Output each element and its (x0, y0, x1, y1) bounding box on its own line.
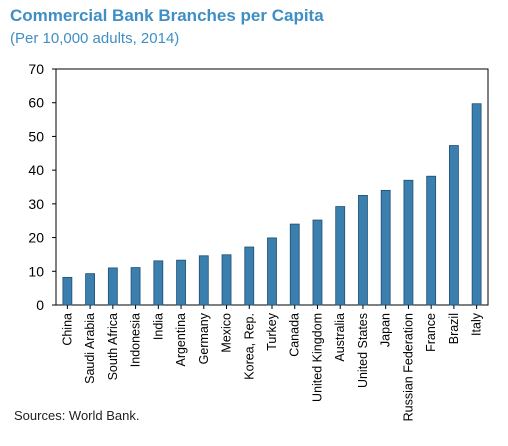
x-category-label: South Africa (106, 313, 120, 380)
x-category-label: United Kingdom (310, 313, 324, 402)
bar-united-kingdom (312, 219, 323, 306)
x-category-label: Turkey (265, 312, 279, 350)
y-tick-label: 50 (28, 128, 44, 144)
bar-south-africa (107, 267, 118, 306)
y-axis: 0 10 20 30 40 50 60 70 (28, 61, 56, 313)
bar-saudi-arabia (85, 273, 96, 306)
bar-russian-federation (403, 179, 414, 306)
y-tick-label: 10 (28, 263, 44, 279)
bar-brazil (448, 145, 459, 306)
x-category-label: Korea, Rep. (242, 313, 256, 380)
bar-australia (335, 206, 346, 306)
y-tick-label: 20 (28, 230, 44, 246)
bar-china (62, 276, 73, 306)
bar-indonesia (130, 267, 141, 306)
bar-mexico (221, 254, 232, 306)
bar-germany (198, 255, 209, 306)
y-tick-label: 40 (28, 162, 44, 178)
bar-india (153, 260, 164, 306)
bar-japan (380, 189, 391, 306)
chart-subtitle: (Per 10,000 adults, 2014) (10, 30, 180, 47)
y-tick-label: 70 (28, 61, 44, 77)
x-category-label: Canada (288, 313, 302, 357)
x-category-label: Mexico (220, 313, 234, 353)
bar-korea-rep (244, 246, 255, 306)
x-category-label: France (424, 313, 438, 352)
x-category-label: Saudi Arabia (83, 313, 97, 384)
x-category-label: Italy (470, 312, 484, 336)
x-category-label: Australia (333, 313, 347, 362)
x-category-label: Argentina (174, 313, 188, 367)
y-tick-label: 30 (28, 196, 44, 212)
x-axis: China Saudi Arabia South Africa Indonesia In… (60, 305, 484, 421)
bar-argentina (176, 259, 186, 306)
x-category-label: United States (356, 313, 370, 388)
x-category-label: Germany (197, 312, 211, 364)
x-category-label: India (151, 313, 165, 340)
x-category-label: China (60, 313, 74, 346)
x-category-label: Indonesia (129, 313, 143, 367)
x-category-label: Japan (379, 313, 393, 347)
chart-title: Commercial Bank Branches per Capita (10, 6, 324, 25)
bars (62, 103, 482, 306)
x-category-label: Brazil (447, 313, 461, 344)
y-tick-label: 60 (28, 95, 44, 111)
y-tick-label: 0 (36, 297, 44, 313)
bar-italy (471, 103, 482, 306)
bar-united-states (358, 195, 368, 306)
source-note: Sources: World Bank. (14, 408, 140, 423)
x-category-label: Russian Federation (401, 313, 415, 421)
bar-france (426, 175, 437, 306)
bar-canada (289, 223, 300, 306)
bar-turkey (267, 237, 277, 306)
